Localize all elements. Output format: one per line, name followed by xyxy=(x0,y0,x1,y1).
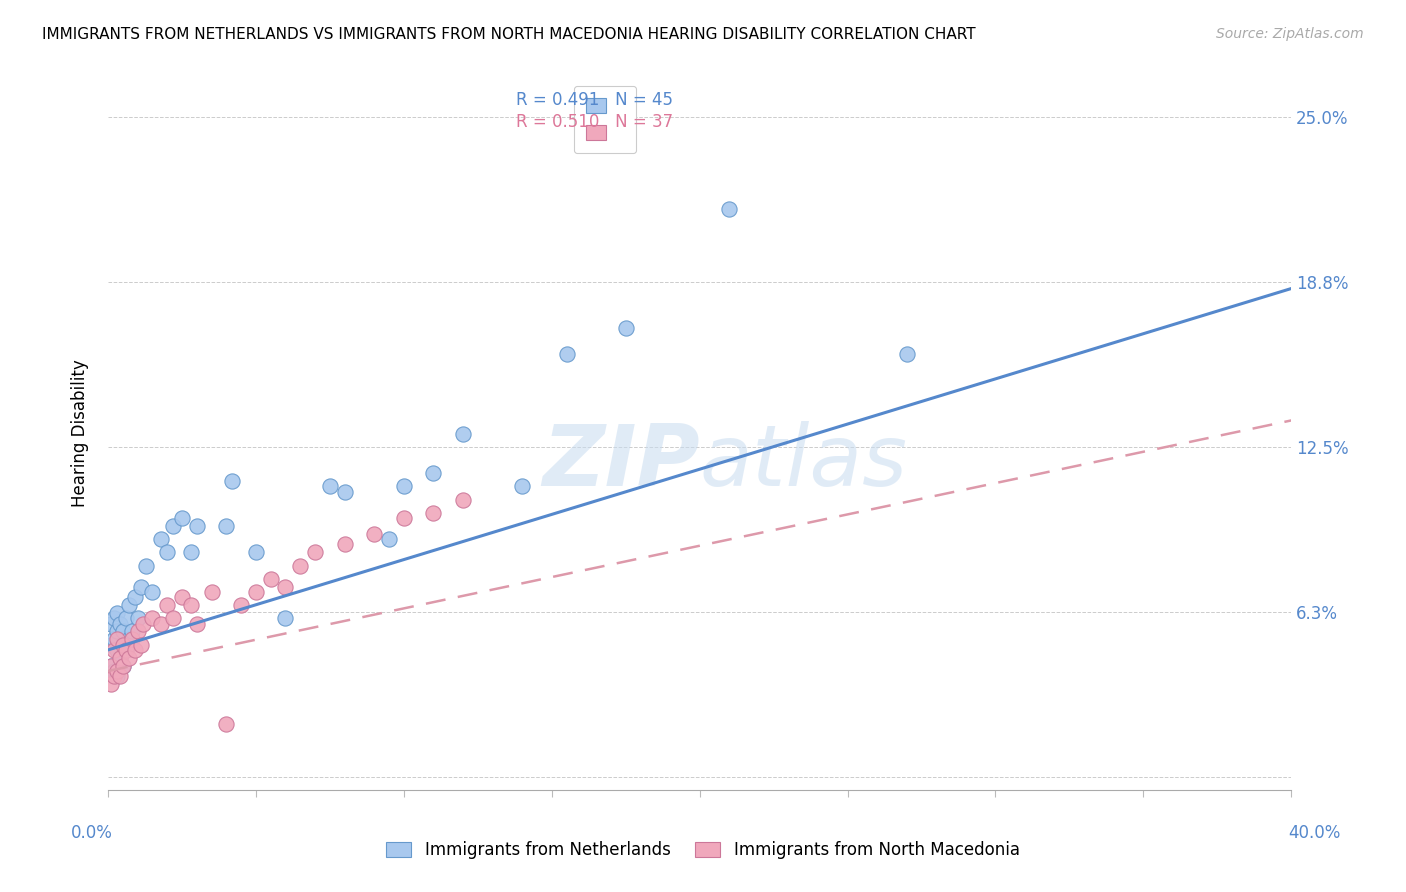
Point xyxy=(103,643,125,657)
Point xyxy=(451,492,474,507)
Point xyxy=(129,580,152,594)
Point xyxy=(108,616,131,631)
Point xyxy=(129,638,152,652)
Point xyxy=(156,598,179,612)
Point xyxy=(111,638,134,652)
Point xyxy=(451,426,474,441)
Point xyxy=(245,585,267,599)
Legend:   ,   : , xyxy=(574,86,636,153)
Y-axis label: Hearing Disability: Hearing Disability xyxy=(72,359,89,508)
Point xyxy=(319,479,342,493)
Point xyxy=(896,347,918,361)
Point xyxy=(132,616,155,631)
Point xyxy=(127,611,149,625)
Point xyxy=(614,321,637,335)
Point xyxy=(108,651,131,665)
Point xyxy=(274,580,297,594)
Point xyxy=(392,479,415,493)
Point xyxy=(114,643,136,657)
Point xyxy=(118,651,141,665)
Text: R = 0.510   N = 37: R = 0.510 N = 37 xyxy=(516,112,673,130)
Point xyxy=(274,611,297,625)
Point xyxy=(245,545,267,559)
Point xyxy=(290,558,312,573)
Point xyxy=(718,202,741,217)
Point xyxy=(100,677,122,691)
Point xyxy=(510,479,533,493)
Text: 40.0%: 40.0% xyxy=(1288,824,1341,842)
Point xyxy=(124,643,146,657)
Legend: Immigrants from Netherlands, Immigrants from North Macedonia: Immigrants from Netherlands, Immigrants … xyxy=(380,835,1026,866)
Point xyxy=(392,511,415,525)
Text: ZIP: ZIP xyxy=(543,421,700,504)
Point xyxy=(162,611,184,625)
Point xyxy=(111,658,134,673)
Point xyxy=(422,506,444,520)
Point xyxy=(100,658,122,673)
Point xyxy=(162,519,184,533)
Point xyxy=(229,598,252,612)
Point xyxy=(121,624,143,639)
Point xyxy=(124,590,146,604)
Point xyxy=(304,545,326,559)
Point xyxy=(100,658,122,673)
Point xyxy=(108,669,131,683)
Point xyxy=(378,532,401,546)
Point xyxy=(121,632,143,647)
Text: R = 0.491   N = 45: R = 0.491 N = 45 xyxy=(516,91,673,109)
Point xyxy=(100,638,122,652)
Point xyxy=(150,532,173,546)
Point xyxy=(105,632,128,647)
Point xyxy=(333,537,356,551)
Point xyxy=(180,545,202,559)
Point xyxy=(118,632,141,647)
Point xyxy=(422,466,444,480)
Point xyxy=(118,598,141,612)
Point xyxy=(111,624,134,639)
Text: 0.0%: 0.0% xyxy=(70,824,112,842)
Point xyxy=(114,643,136,657)
Point xyxy=(105,643,128,657)
Point xyxy=(555,347,578,361)
Point xyxy=(135,558,157,573)
Point xyxy=(114,611,136,625)
Point xyxy=(215,716,238,731)
Text: atlas: atlas xyxy=(700,421,908,504)
Point xyxy=(180,598,202,612)
Point xyxy=(333,484,356,499)
Point xyxy=(141,611,163,625)
Point xyxy=(186,616,208,631)
Point xyxy=(215,519,238,533)
Point xyxy=(103,632,125,647)
Point xyxy=(111,658,134,673)
Point xyxy=(100,616,122,631)
Point xyxy=(170,511,193,525)
Point xyxy=(105,664,128,678)
Point xyxy=(105,606,128,620)
Point xyxy=(103,669,125,683)
Point xyxy=(200,585,222,599)
Point xyxy=(363,527,385,541)
Point xyxy=(150,616,173,631)
Point xyxy=(103,664,125,678)
Point xyxy=(170,590,193,604)
Point xyxy=(105,624,128,639)
Point xyxy=(127,624,149,639)
Point xyxy=(141,585,163,599)
Point xyxy=(260,572,283,586)
Text: Source: ZipAtlas.com: Source: ZipAtlas.com xyxy=(1216,27,1364,41)
Point xyxy=(156,545,179,559)
Point xyxy=(105,669,128,683)
Point xyxy=(221,474,243,488)
Point xyxy=(103,611,125,625)
Text: IMMIGRANTS FROM NETHERLANDS VS IMMIGRANTS FROM NORTH MACEDONIA HEARING DISABILIT: IMMIGRANTS FROM NETHERLANDS VS IMMIGRANT… xyxy=(42,27,976,42)
Point xyxy=(108,651,131,665)
Point xyxy=(186,519,208,533)
